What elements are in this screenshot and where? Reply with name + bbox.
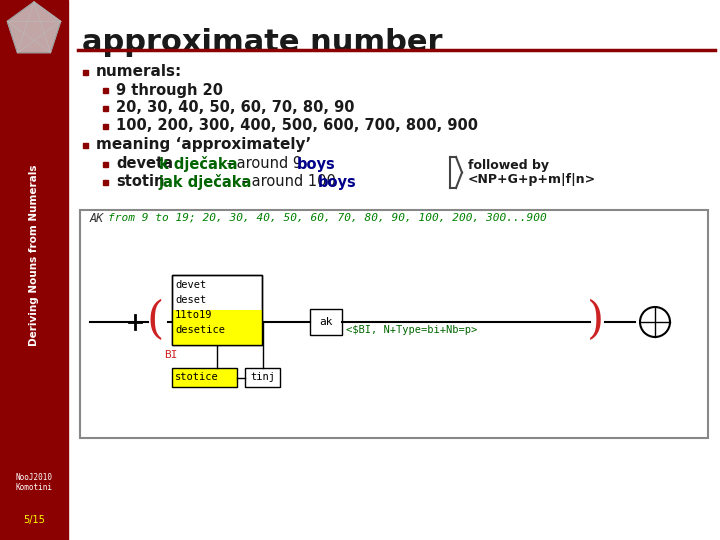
Text: AK: AK (90, 212, 104, 225)
Text: stotin: stotin (116, 174, 164, 190)
Bar (245, 368, 280, 387)
Text: 11to19: 11to19 (175, 310, 212, 320)
Bar (172, 368, 237, 387)
Text: meaning ‘approximately’: meaning ‘approximately’ (96, 138, 311, 152)
Bar (103, 124, 108, 129)
Bar (103, 161, 108, 166)
Bar (80, 210, 708, 438)
Text: NooJ2010: NooJ2010 (16, 474, 53, 483)
Text: stotice: stotice (175, 373, 219, 382)
Text: numerals:: numerals: (96, 64, 182, 79)
Text: 9 through 20: 9 through 20 (116, 83, 223, 98)
Text: ): ) (586, 299, 603, 342)
Text: <$BI, N+Type=bi+Nb=p>: <$BI, N+Type=bi+Nb=p> (346, 325, 477, 335)
Text: deveta: deveta (116, 157, 173, 172)
Bar (0, 0, 68, 540)
Bar (172, 310, 262, 345)
Bar (172, 275, 262, 345)
Text: from 9 to 19; 20, 30, 40, 50, 60, 70, 80, 90, 100, 200, 300...900: from 9 to 19; 20, 30, 40, 50, 60, 70, 80… (108, 213, 546, 223)
Text: boys: boys (297, 157, 336, 172)
Text: deset: deset (175, 295, 206, 305)
Text: desetice: desetice (175, 325, 225, 335)
Text: ak: ak (319, 317, 333, 327)
Bar (103, 105, 108, 111)
Text: <NP+G+p+m|f|n>: <NP+G+p+m|f|n> (468, 173, 596, 186)
Text: tinj: tinj (250, 373, 275, 382)
Bar (103, 179, 108, 185)
Polygon shape (7, 2, 60, 53)
Bar (83, 143, 88, 147)
Text: Deriving Nouns from Numerals: Deriving Nouns from Numerals (29, 164, 39, 346)
Text: k dječaka: k dječaka (158, 156, 237, 172)
Text: 20, 30, 40, 50, 60, 70, 80, 90: 20, 30, 40, 50, 60, 70, 80, 90 (116, 100, 354, 116)
Text: jak dječaka: jak dječaka (158, 174, 252, 190)
Text: 5/15: 5/15 (23, 515, 45, 525)
Text: followed by: followed by (468, 159, 549, 172)
Text: devet: devet (175, 280, 206, 290)
Text: BI: BI (164, 350, 178, 360)
Text: - around 9: - around 9 (222, 157, 307, 172)
Text: approximate number: approximate number (82, 28, 443, 57)
Bar (310, 309, 342, 335)
Text: 100, 200, 300, 400, 500, 600, 700, 800, 900: 100, 200, 300, 400, 500, 600, 700, 800, … (116, 118, 478, 133)
Text: Komotini: Komotini (16, 483, 53, 492)
Bar (172, 275, 262, 345)
Text: boys: boys (318, 174, 356, 190)
Bar (83, 70, 88, 75)
Bar (103, 87, 108, 92)
Text: (: ( (146, 299, 163, 342)
Text: - around 100: - around 100 (237, 174, 336, 190)
